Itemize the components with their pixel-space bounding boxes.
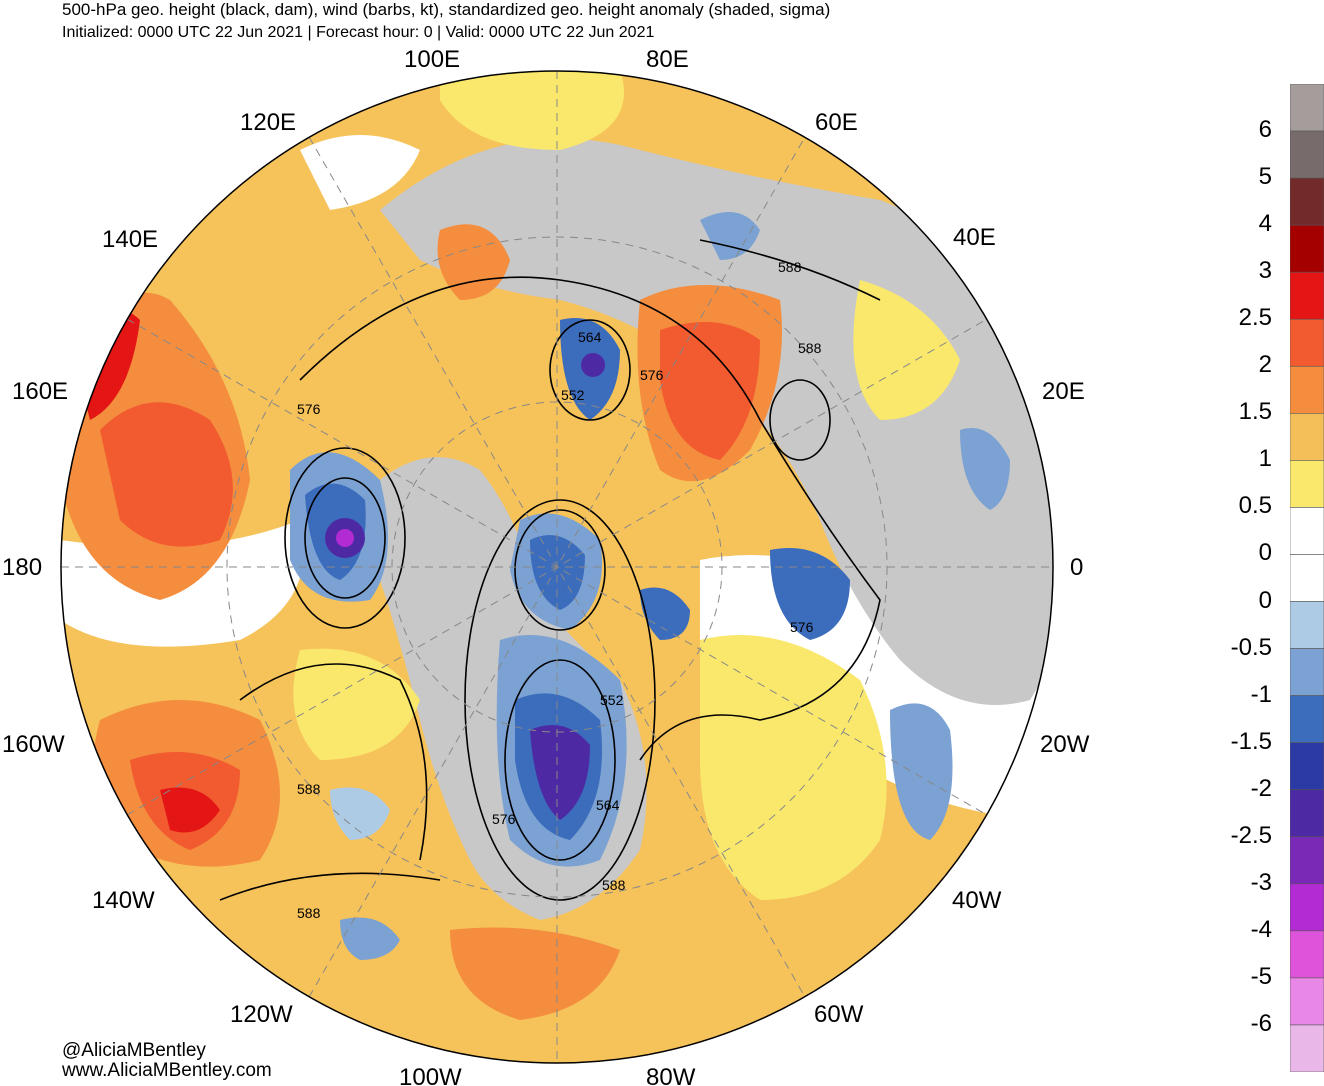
author-website: www.AliciaMBentley.com	[62, 1060, 272, 1081]
colorbar-swatch	[1290, 84, 1324, 132]
colorbar-label: 3	[1258, 257, 1272, 285]
colorbar-label: 1	[1258, 445, 1272, 473]
colorbar-label: -1.5	[1230, 727, 1272, 755]
map-disc	[61, 71, 1053, 1063]
lon-label-120e: 120E	[240, 109, 296, 136]
contour-label: 576	[297, 401, 321, 417]
colorbar-label: -5	[1250, 962, 1272, 990]
colorbar-label: 2.5	[1238, 304, 1272, 332]
colorbar-label: 4	[1258, 210, 1272, 238]
colorbar-swatch	[1290, 695, 1324, 743]
colorbar-swatch	[1290, 318, 1324, 367]
colorbar-swatch	[1290, 177, 1324, 226]
contour-label: 588	[778, 259, 802, 275]
lon-label-160w: 160W	[2, 731, 65, 758]
contour-label: 564	[578, 329, 602, 345]
lon-label-140w: 140W	[92, 887, 155, 914]
contour-label: 576	[492, 811, 516, 827]
colorbar-swatch	[1290, 224, 1324, 273]
longitude-labels: 100E 80E 120E 60E 140E 40E 160E 20E 180 …	[2, 46, 1090, 1086]
contour-labels: 564 588 588 576 552 576 576 552 564 576 …	[297, 259, 822, 921]
colorbar-swatch	[1290, 789, 1324, 838]
lon-label-80e: 80E	[646, 46, 689, 73]
colorbar-swatch	[1290, 742, 1324, 791]
colorbar-swatch	[1290, 930, 1324, 979]
lon-label-60e: 60E	[815, 109, 858, 136]
colorbar-swatch	[1290, 460, 1324, 508]
colorbar-swatch	[1290, 836, 1324, 885]
map-title: 500-hPa geo. height (black, dam), wind (…	[62, 0, 831, 19]
contour-label: 588	[297, 905, 321, 921]
colorbar-label: -2.5	[1230, 821, 1272, 849]
colorbar-swatch	[1290, 883, 1324, 932]
lon-label-40e: 40E	[953, 224, 996, 251]
lon-label-40w: 40W	[952, 887, 1002, 914]
colorbar-swatch	[1290, 601, 1324, 649]
map-border	[60, 70, 1054, 1064]
contour-label: 588	[297, 781, 321, 797]
lon-label-20e: 20E	[1042, 378, 1085, 405]
contour-label: 552	[600, 692, 624, 708]
lon-label-100w: 100W	[399, 1064, 462, 1086]
colorbar-label: -2	[1250, 774, 1272, 802]
colorbar-label: 0	[1258, 586, 1272, 614]
lon-label-100e: 100E	[404, 46, 460, 73]
colorbar	[1290, 84, 1324, 1072]
colorbar-swatch	[1290, 365, 1324, 414]
contour-label: 576	[640, 367, 664, 383]
colorbar-label: 1.5	[1238, 398, 1272, 426]
lon-label-80w: 80W	[646, 1064, 696, 1086]
contour-label: 588	[798, 340, 822, 356]
colorbar-swatch	[1290, 648, 1324, 696]
colorbar-label: 0.5	[1238, 492, 1272, 520]
author-handle: @AliciaMBentley	[62, 1040, 206, 1061]
colorbar-label: -1	[1250, 680, 1272, 708]
contour-label: 552	[561, 387, 585, 403]
graticule	[61, 71, 1053, 1063]
map-subtitle: Initialized: 0000 UTC 22 Jun 2021 | Fore…	[62, 24, 655, 41]
contour-label: 576	[790, 619, 814, 635]
lon-label-20w: 20W	[1040, 731, 1090, 758]
colorbar-label: 0	[1258, 539, 1272, 567]
colorbar-label: -3	[1250, 868, 1272, 896]
colorbar-label: -0.5	[1230, 633, 1272, 661]
lon-label-140e: 140E	[102, 226, 158, 253]
lon-label-60w: 60W	[814, 1001, 864, 1028]
lon-label-180: 180	[2, 554, 42, 581]
colorbar-swatch	[1290, 507, 1324, 555]
colorbar-label: 6	[1258, 116, 1272, 144]
colorbar-swatch	[1290, 271, 1324, 320]
colorbar-label: 2	[1258, 351, 1272, 379]
lon-label-160e: 160E	[12, 378, 68, 405]
colorbar-label: 5	[1258, 163, 1272, 191]
colorbar-swatch	[1290, 554, 1324, 602]
colorbar-swatch	[1290, 130, 1324, 179]
colorbar-label: -4	[1250, 915, 1272, 943]
contour-label: 564	[596, 797, 620, 813]
colorbar-swatch	[1290, 1024, 1324, 1072]
contour-label: 588	[602, 877, 626, 893]
lon-label-0: 0	[1070, 554, 1083, 581]
colorbar-swatch	[1290, 977, 1324, 1026]
lon-label-120w: 120W	[230, 1001, 293, 1028]
colorbar-swatch	[1290, 413, 1324, 461]
colorbar-label: -6	[1250, 1009, 1272, 1037]
